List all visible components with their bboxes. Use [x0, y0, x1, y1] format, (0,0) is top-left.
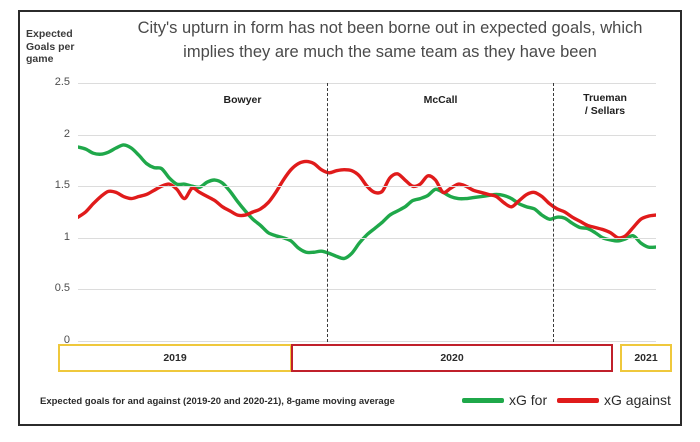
year-box-2020: 2020 — [291, 344, 613, 372]
manager-divider-2 — [553, 83, 554, 342]
y-tick-1.5: 1.5 — [54, 179, 70, 192]
y-tick-2: 2 — [63, 127, 70, 140]
y-axis-ticks: 2.5 2 1.5 1 0.5 0 — [0, 76, 700, 346]
gridline-2.5 — [78, 83, 656, 84]
manager-label-mccall: McCall — [423, 94, 458, 106]
year-box-2021: 2021 — [620, 344, 672, 372]
y-tick-0: 0 — [63, 334, 70, 346]
gridline-2 — [78, 134, 656, 136]
series-lines — [78, 143, 656, 261]
series-line-xg-for — [78, 143, 656, 261]
chart-title: City's upturn in form has not been borne… — [137, 19, 643, 61]
legend-label-xg-against: xG against — [604, 392, 671, 408]
gridline-1 — [78, 237, 656, 239]
chart-caption: Expected goals for and against (2019-20 … — [40, 396, 395, 407]
legend-item-xg-against: xG against — [557, 392, 671, 408]
y-axis-label: Expected Goals per game — [26, 28, 75, 65]
year-box-2019: 2019 — [58, 344, 292, 372]
legend-label-xg-for: xG for — [509, 392, 548, 408]
manager-divider-1 — [327, 83, 328, 342]
manager-label-sellars: / Sellars — [584, 104, 626, 117]
y-tick-0.5: 0.5 — [54, 282, 70, 295]
plot-area — [78, 83, 656, 342]
legend-swatch-green — [462, 397, 504, 403]
legend-swatch-red — [557, 397, 599, 403]
y-tick-1: 1 — [63, 230, 70, 243]
manager-label-trueman: Trueman — [583, 92, 627, 104]
manager-label-trueman-sellars: Trueman / Sellars — [565, 92, 645, 117]
gridline-0 — [78, 341, 656, 342]
y-tick-2.5: 2.5 — [54, 76, 70, 88]
gridline-1.5 — [78, 186, 656, 188]
gridline-0.5 — [78, 289, 656, 291]
legend-item-xg-for: xG for — [462, 392, 547, 408]
manager-label-bowyer: Bowyer — [223, 94, 262, 106]
